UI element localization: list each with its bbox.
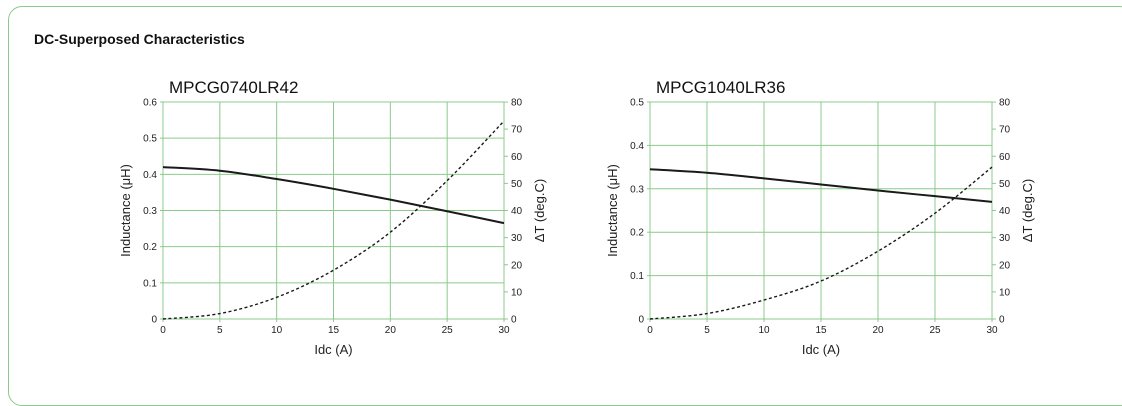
- y2-tick-label: 70: [511, 125, 523, 136]
- x-tick-label: 20: [872, 325, 884, 336]
- x-tick-label: 0: [160, 325, 166, 336]
- y2-axis-label: ΔT (deg.C): [1020, 179, 1035, 242]
- y-tick-label: 0.3: [630, 184, 644, 195]
- y-tick-label: 0.1: [143, 278, 157, 289]
- y2-tick-label: 10: [999, 287, 1011, 298]
- y2-tick-label: 60: [511, 152, 523, 163]
- y2-tick-label: 20: [511, 260, 523, 271]
- chart-mpcg1040: 0 5 10 15 20 25 3000.10.20.30.40.5010203040506…: [605, 78, 1035, 357]
- y2-tick-label: 0: [511, 315, 517, 326]
- y-tick-label: 0: [151, 315, 157, 326]
- chart-mpcg0740: 0 5 10 15 20 25 3000.10.20.30.40.50.6010203040…: [118, 78, 547, 357]
- x-axis-label: Idc (A): [314, 342, 352, 357]
- y2-tick-label: 80: [999, 98, 1011, 109]
- y2-tick-label: 80: [511, 98, 523, 109]
- x-tick-label: 5: [704, 325, 710, 336]
- inductance-line: [649, 168, 993, 203]
- x-tick-label: 30: [986, 325, 998, 336]
- x-tick-label: 15: [815, 325, 827, 336]
- y2-tick-label: 30: [511, 233, 523, 244]
- chart-title: MPCG0740LR42: [169, 78, 298, 97]
- y-tick-label: 0.2: [630, 228, 644, 239]
- plot-frame: [649, 101, 993, 320]
- y-tick-label: 0: [638, 315, 644, 326]
- plot-frame: [162, 101, 505, 320]
- y-tick-label: 0.5: [143, 134, 157, 145]
- y2-tick-label: 0: [999, 315, 1005, 326]
- chart-title: MPCG1040LR36: [656, 78, 785, 97]
- x-axis-label: Idc (A): [802, 342, 840, 357]
- y2-tick-label: 40: [511, 206, 523, 217]
- y2-tick-label: 40: [999, 206, 1011, 217]
- y2-tick-label: 30: [999, 233, 1011, 244]
- y2-tick-label: 50: [511, 179, 523, 190]
- x-tick-label: 25: [442, 325, 454, 336]
- x-tick-label: 30: [498, 325, 510, 336]
- temperature-rise-line: [649, 166, 993, 320]
- y2-axis-label: ΔT (deg.C): [532, 179, 547, 242]
- y-tick-label: 0.4: [630, 141, 644, 152]
- y2-tick-label: 10: [511, 287, 523, 298]
- y2-tick-label: 70: [999, 125, 1011, 136]
- y-tick-label: 0.4: [143, 170, 157, 181]
- x-tick-label: 15: [328, 325, 340, 336]
- inductance-line: [162, 166, 505, 225]
- x-tick-label: 10: [758, 325, 770, 336]
- y-axis-label: Inductance (μH): [118, 164, 133, 257]
- y-axis-label: Inductance (μH): [605, 164, 620, 257]
- x-tick-label: 25: [929, 325, 941, 336]
- y2-tick-label: 60: [999, 152, 1011, 163]
- y2-tick-label: 50: [999, 179, 1011, 190]
- y2-tick-label: 20: [999, 260, 1011, 271]
- x-tick-label: 5: [217, 325, 223, 336]
- x-tick-label: 20: [385, 325, 397, 336]
- y-tick-label: 0.5: [630, 98, 644, 109]
- y-tick-label: 0.3: [143, 206, 157, 217]
- y-tick-label: 0.6: [143, 98, 157, 109]
- temperature-rise-line: [162, 120, 505, 320]
- x-tick-label: 0: [647, 325, 653, 336]
- y-tick-label: 0.1: [630, 271, 644, 282]
- section-title: DC-Superposed Characteristics: [34, 31, 245, 47]
- y-tick-label: 0.2: [143, 242, 157, 253]
- x-tick-label: 10: [271, 325, 283, 336]
